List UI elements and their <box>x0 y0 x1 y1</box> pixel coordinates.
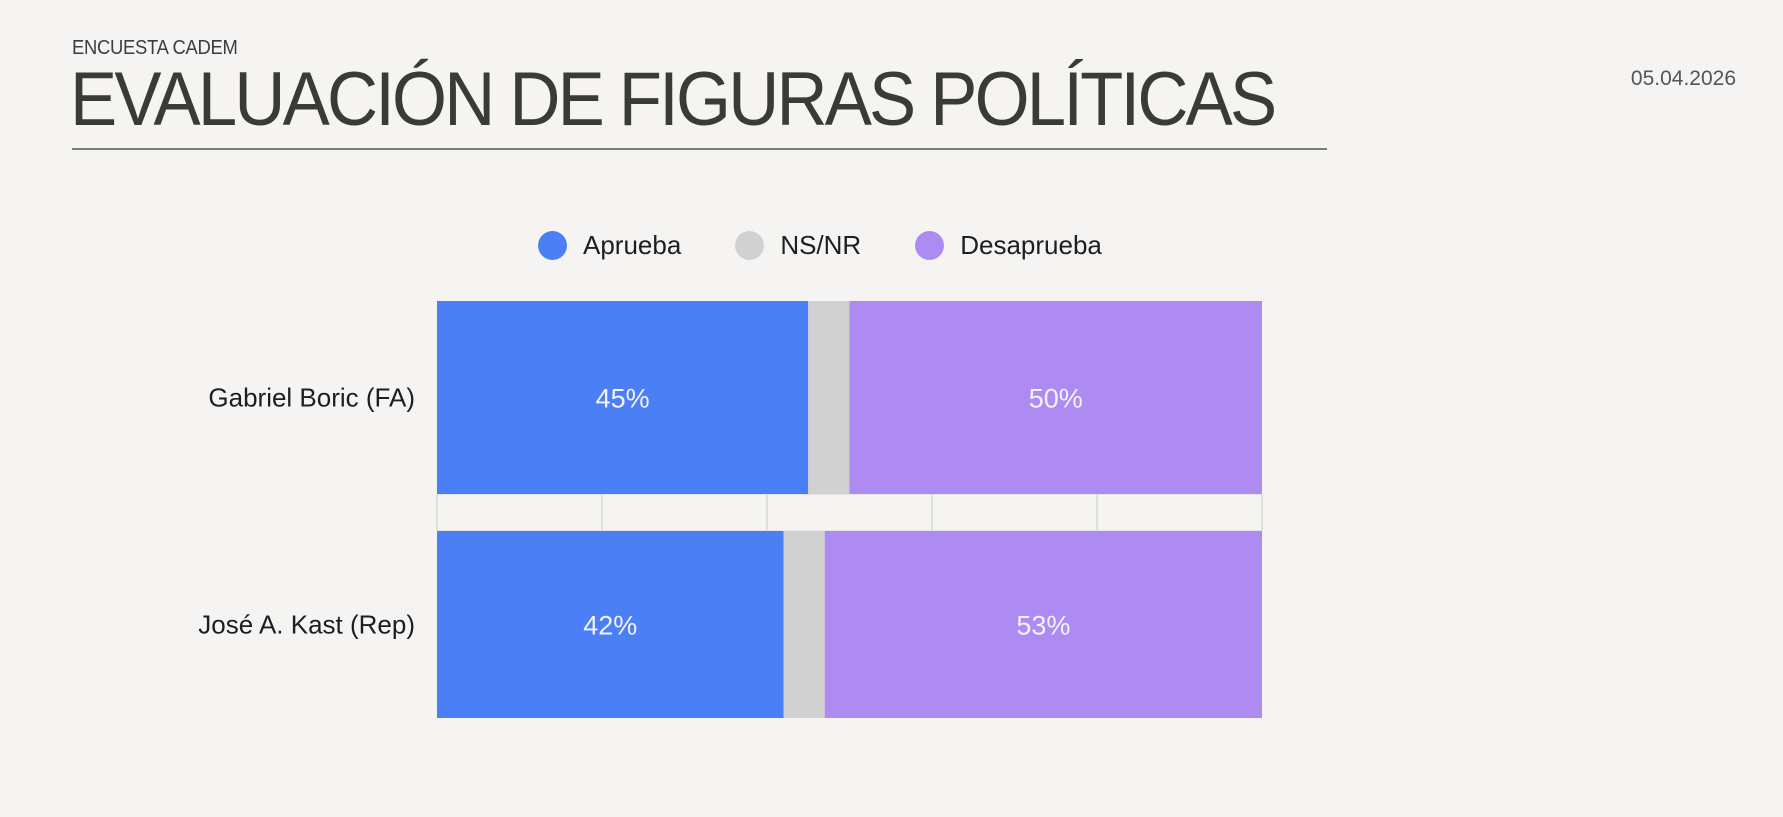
survey-source-label: ENCUESTA CADEM <box>72 37 238 59</box>
bar-segment-nsnr <box>808 301 850 494</box>
title-divider <box>72 148 1327 150</box>
legend-item-desaprueba: Desaprueba <box>915 230 1102 261</box>
legend-item-aprueba: Aprueba <box>538 230 681 261</box>
data-label-aprueba: 42% <box>583 611 637 641</box>
legend-label-aprueba: Aprueba <box>583 230 682 260</box>
legend-label-nsnr: NS/NR <box>780 230 862 260</box>
legend-swatch-aprueba <box>538 231 567 260</box>
data-label-aprueba: 45% <box>596 384 650 414</box>
legend-swatch-desaprueba <box>915 231 945 260</box>
bar-segment-desaprueba <box>849 301 1262 494</box>
bar-segment-nsnr <box>783 531 825 718</box>
data-label-desaprueba: 53% <box>1016 611 1070 641</box>
category-label: José A. Kast (Rep) <box>198 610 415 640</box>
data-label-desaprueba: 50% <box>1029 384 1083 414</box>
publication-date: 05.04.2026 <box>1630 67 1736 90</box>
bar-segment-aprueba <box>437 531 784 718</box>
page-title: EVALUACIÓN DE FIGURAS POLÍTICAS <box>70 57 1277 142</box>
bar-segment-aprueba <box>437 301 809 494</box>
legend-item-nsnr: NS/NR <box>735 230 861 261</box>
legend-label-desaprueba: Desaprueba <box>960 230 1102 260</box>
chart-legend: Aprueba NS/NR Desaprueba <box>538 230 1102 261</box>
grid-band <box>437 494 1262 531</box>
category-label: Gabriel Boric (FA) <box>208 383 415 413</box>
legend-swatch-nsnr <box>735 231 765 260</box>
bar-row: 42% 53% José A. Kast (Rep) <box>198 531 1262 718</box>
bar-row: 45% 50% Gabriel Boric (FA) <box>208 301 1262 494</box>
gridlines <box>436 494 1263 531</box>
bar-segment-desaprueba <box>824 531 1262 718</box>
